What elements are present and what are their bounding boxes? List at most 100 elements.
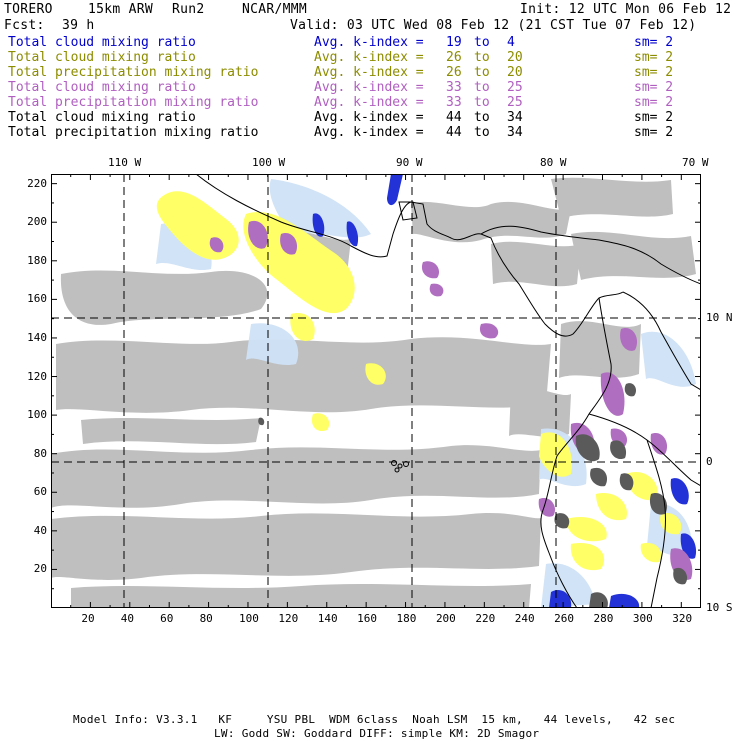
x-tick-label: 80 [199,612,213,625]
x-tick-label: 120 [278,612,299,625]
blue-cloud-field [312,174,697,608]
legend-label: Total precipitation mixing ratio [8,65,259,80]
x-tick-label: 160 [357,612,378,625]
dark-grey-cloud-field [258,383,688,608]
legend-label: Total cloud mixing ratio [8,80,196,95]
legend-k-to: 20 [507,50,523,65]
x-tick-label: 140 [317,612,338,625]
x-tick-label: 40 [120,612,135,625]
legend-label: Total precipitation mixing ratio [8,95,259,110]
valid-time: Valid: 03 UTC Wed 08 Feb 12 (21 CST Tue … [290,18,697,33]
legend-to: to [474,125,490,140]
x-tick-label: 180 [396,612,417,625]
x-tick-label: 300 [632,612,653,625]
legend-sm: sm= 2 [634,125,674,140]
legend-kindex: Avg. k-index = [314,50,424,65]
y-tick-label: 20 [33,562,47,576]
model-resolution: 15km ARW [88,2,154,17]
forecast-label: Fcst: [4,18,45,33]
legend-label: Total cloud mixing ratio [8,110,196,125]
x-tick-label: 240 [514,612,535,625]
yellow-precip-field [156,191,682,571]
y-tick-label: 160 [27,292,47,306]
legend-k-from: 19 [446,35,462,50]
lat-lon-grid [51,174,701,608]
legend-sm: sm= 2 [634,110,674,125]
model-info: Model Info: V3.3.1 KF YSU PBL WDM 6class… [73,713,676,726]
y-tick-label: 120 [27,369,47,383]
legend-row: Total precipitation mixing ratio Avg. k-i… [0,126,724,140]
legend-kindex: Avg. k-index = [314,110,424,125]
legend-k-from: 44 [446,110,462,125]
legend-sm: sm= 2 [634,80,674,95]
legend-sm: sm= 2 [634,95,674,110]
legend-k-from: 33 [446,80,462,95]
legend-k-to: 4 [507,35,515,50]
legend-k-from: 26 [446,50,462,65]
legend-kindex: Avg. k-index = [314,35,424,50]
legend-sm: sm= 2 [634,50,674,65]
legend-to: to [474,80,490,95]
latitude-label: 10 S [706,601,733,614]
x-tick-label: 60 [160,612,174,625]
legend-k-from: 33 [446,95,462,110]
x-tick-label: 100 [238,612,259,625]
x-tick-label: 320 [672,612,693,625]
y-tick-label: 220 [27,176,47,190]
legend-row: Total cloud mixing ratio Avg. k-index = 26… [0,51,724,65]
x-tick-label: 200 [435,612,456,625]
x-tick-label: 220 [475,612,496,625]
longitude-label: 80 W [540,156,567,169]
legend-label: Total cloud mixing ratio [8,50,196,65]
legend-k-to: 25 [507,80,523,95]
legend-kindex: Avg. k-index = [314,125,424,140]
legend-sm: sm= 2 [634,65,674,80]
longitude-label: 110 W [108,156,142,169]
longitude-label: 70 W [682,156,709,169]
legend-row: Total cloud mixing ratio Avg. k-index = 33… [0,81,724,95]
y-tick-label: 180 [27,253,47,267]
legend-k-to: 34 [507,125,523,140]
y-tick-label: 140 [27,330,47,344]
run-label: Run2 [172,2,205,17]
model-name: TORERO [4,2,53,17]
init-time: Init: 12 UTC Mon 06 Feb 12 [520,2,732,17]
legend-to: to [474,95,490,110]
legend-to: to [474,50,490,65]
legend-label: Total cloud mixing ratio [8,35,196,50]
legend-row: Total cloud mixing ratio Avg. k-index = 19… [0,36,724,50]
legend-k-to: 20 [507,65,523,80]
legend-to: to [474,65,490,80]
legend-label: Total precipitation mixing ratio [8,125,259,140]
legend-k-to: 34 [507,110,523,125]
y-tick-label: 80 [33,446,47,460]
physics-info: LW: Godd SW: Goddard DIFF: simple KM: 2D… [214,727,540,740]
legend-row: Total cloud mixing ratio Avg. k-index = 44… [0,111,724,125]
y-tick-label: 100 [27,408,47,422]
latitude-label: 0 [706,455,713,468]
longitude-label: 100 W [252,156,286,169]
map-plot [51,174,701,608]
y-tick-label: 200 [27,215,47,229]
legend-row: Total precipitation mixing ratio Avg. k-i… [0,96,724,110]
y-tick-label: 60 [33,485,47,499]
legend-row: Total precipitation mixing ratio Avg. k-i… [0,66,724,80]
forecast-hour: 39 h [62,18,95,33]
legend-kindex: Avg. k-index = [314,65,424,80]
coastlines [195,174,701,608]
legend-sm: sm= 2 [634,35,674,50]
longitude-label: 90 W [396,156,423,169]
legend-k-to: 25 [507,95,523,110]
legend-kindex: Avg. k-index = [314,80,424,95]
legend-k-from: 44 [446,125,462,140]
x-tick-label: 260 [554,612,574,625]
legend-kindex: Avg. k-index = [314,95,424,110]
legend-k-from: 26 [446,65,462,80]
x-tick-label: 280 [593,612,614,625]
y-tick-label: 40 [33,523,47,537]
org-label: NCAR/MMM [242,2,308,17]
legend-to: to [474,35,490,50]
legend-to: to [474,110,490,125]
x-tick-label: 20 [81,612,95,625]
latitude-label: 10 N [706,311,733,324]
